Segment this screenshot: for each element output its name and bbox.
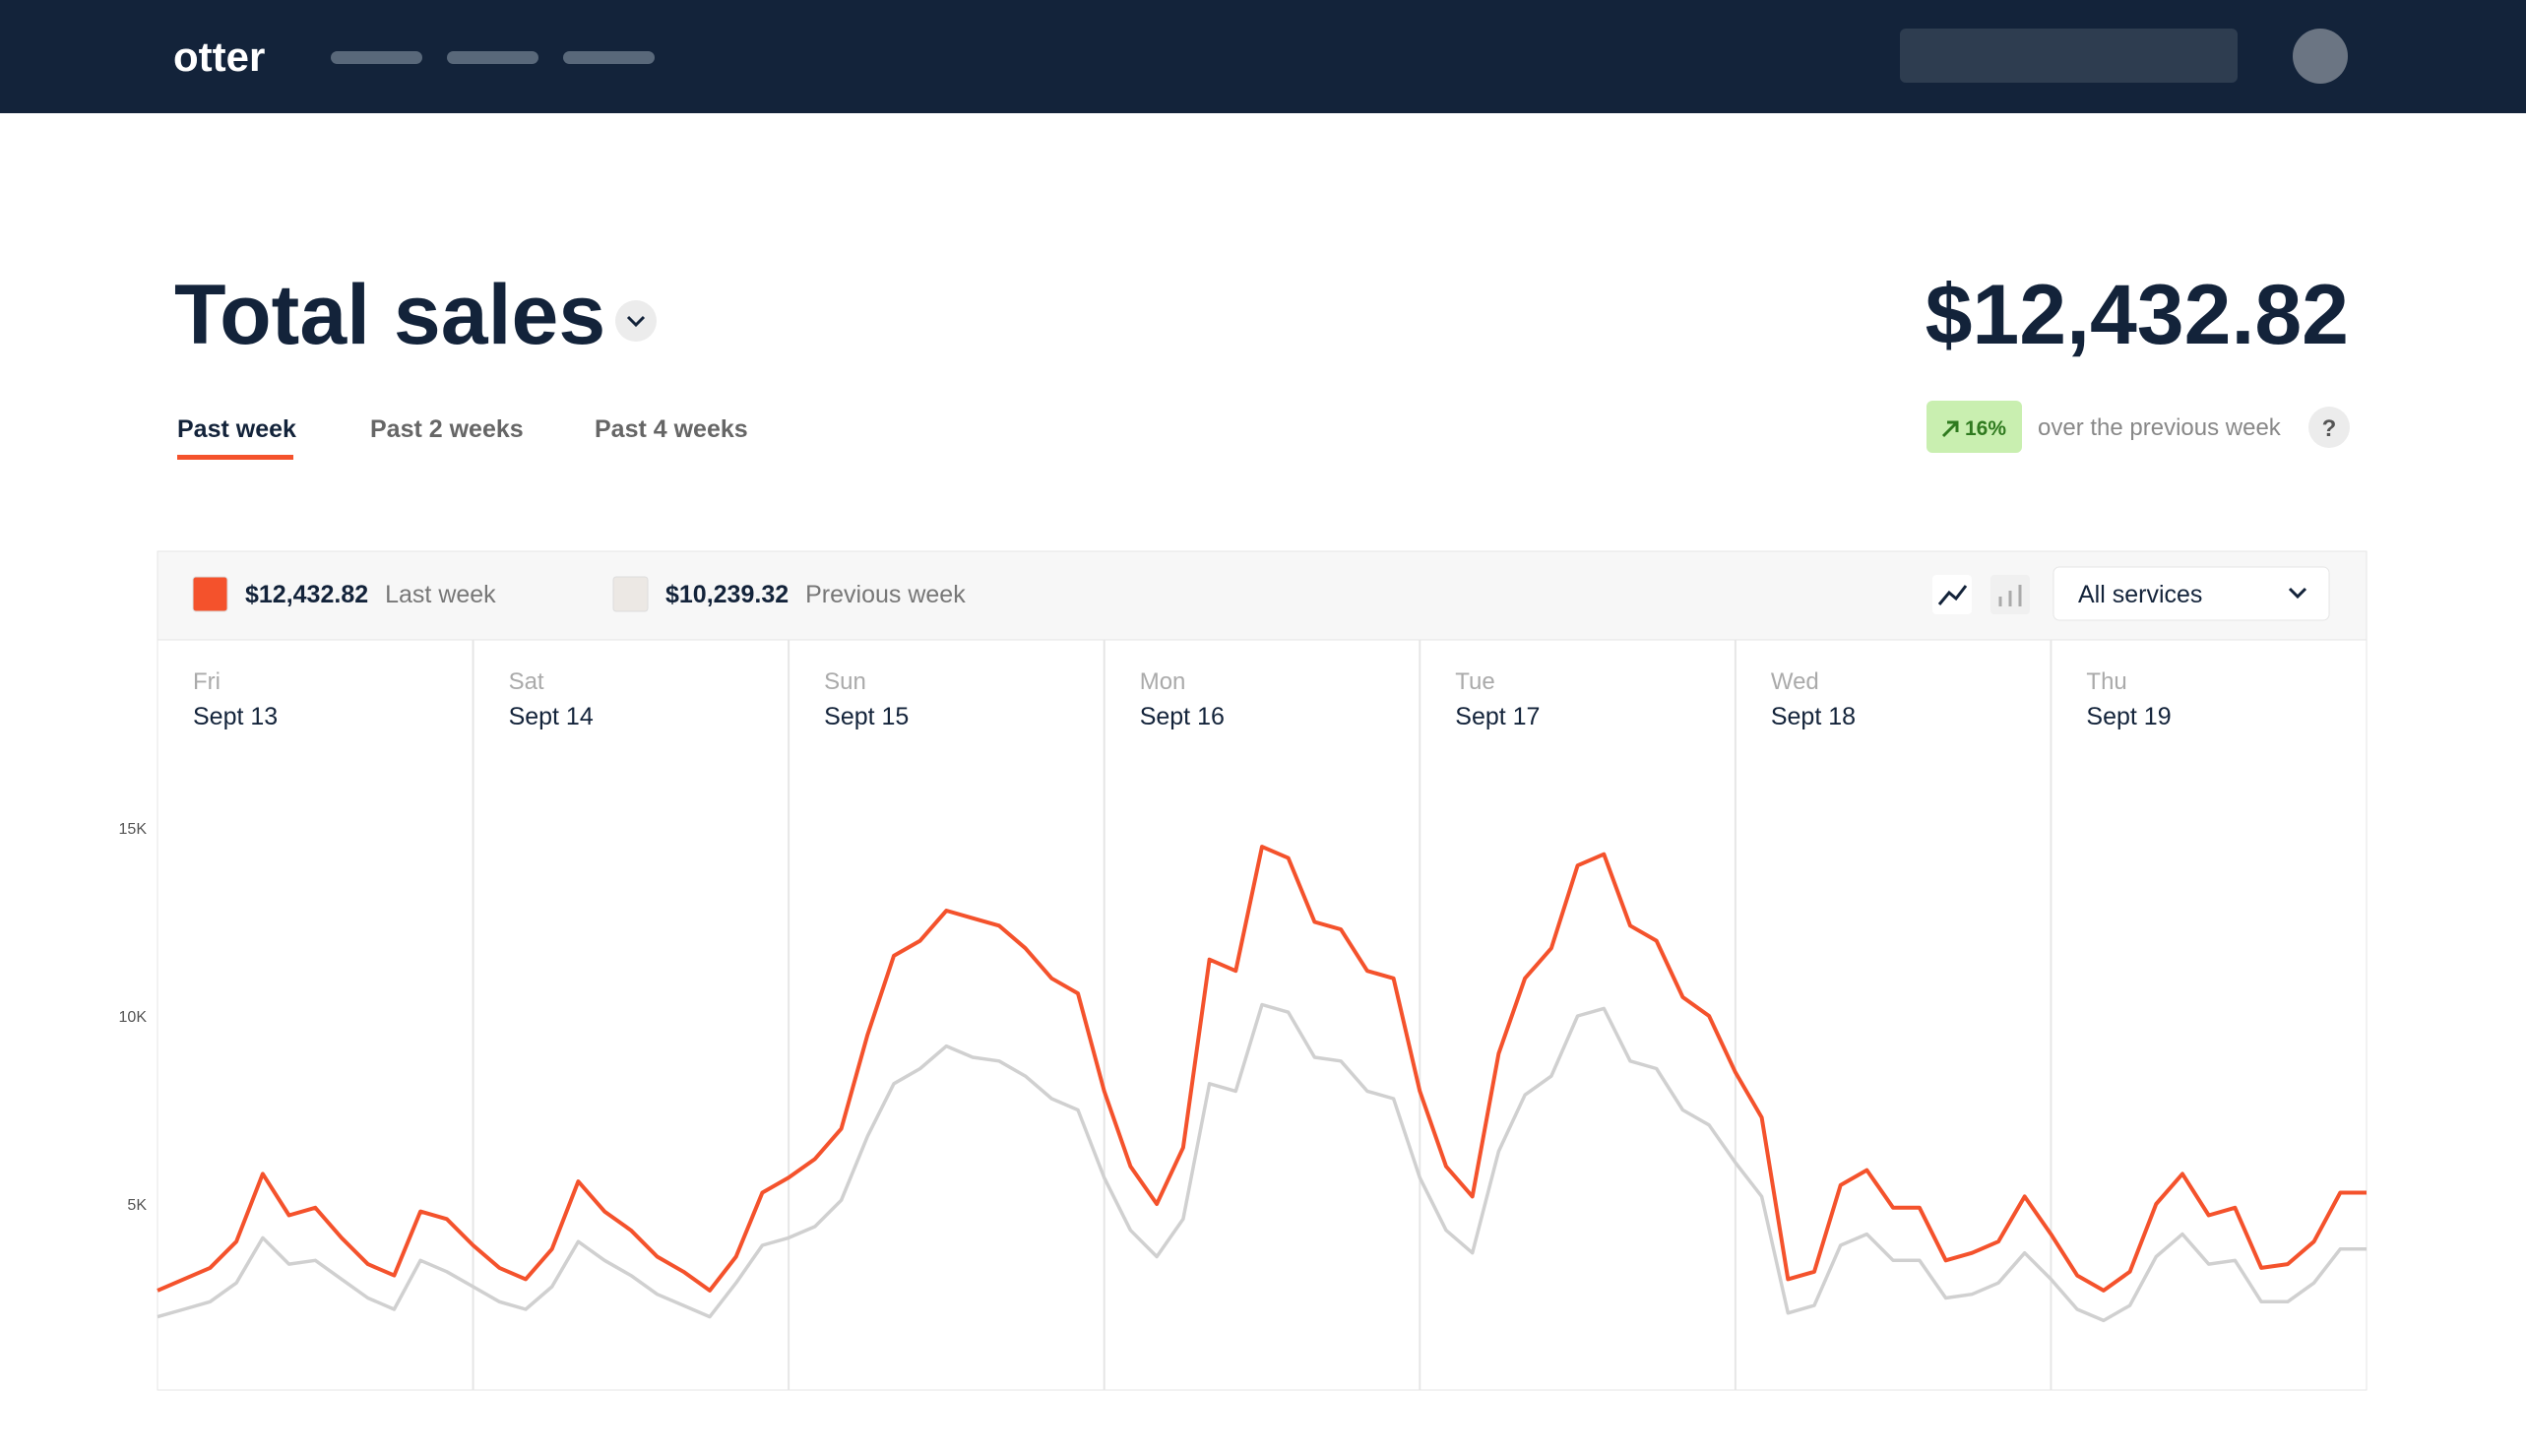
legend-label: Last week <box>385 581 496 608</box>
line-icon <box>1937 585 1968 605</box>
chevron <box>2288 587 2307 600</box>
tabs: Past week Past 2 weeks Past 4 weeks <box>177 415 748 443</box>
tab[interactable]: Past 4 weeks <box>595 415 748 443</box>
chart: Fri Sept 13 Sat Sept 14 Sun Sept 15 Mon Sept 16… <box>119 640 2367 1390</box>
legend-total: $10,239.32 <box>665 581 789 608</box>
title: Total sales <box>174 268 605 362</box>
change-badge <box>1926 401 2022 453</box>
day-date: Sept 15 <box>824 703 909 730</box>
legend-swatch <box>192 576 228 612</box>
day-weekday: Wed <box>1771 668 1819 695</box>
title-dropdown[interactable] <box>615 300 657 342</box>
arrow-icon <box>1941 420 1959 438</box>
change-text: over the previous week <box>2038 414 2282 441</box>
legend-swatch <box>612 576 649 612</box>
search-box[interactable] <box>1900 29 2238 83</box>
nav-item[interactable] <box>331 51 422 64</box>
tab[interactable]: Past 2 weeks <box>370 415 524 443</box>
help-text: ? <box>2322 415 2337 442</box>
day-date: Sept 16 <box>1140 703 1225 730</box>
day-weekday: Sat <box>509 668 544 695</box>
legend-total: $12,432.82 <box>245 581 368 608</box>
filter-text: All services <box>2078 581 2202 608</box>
plot-area <box>157 639 2368 1391</box>
tab[interactable]: Past week <box>177 415 296 443</box>
legend-label: Previous week <box>805 581 966 608</box>
day-date: Sept 13 <box>193 703 278 730</box>
day-date: Sept 19 <box>2086 703 2171 730</box>
nav-item[interactable] <box>563 51 655 64</box>
logo[interactable]: otter <box>173 33 265 80</box>
total: $12,432.82 <box>1926 268 2349 362</box>
day-weekday: Fri <box>193 668 221 695</box>
nav-item[interactable] <box>447 51 538 64</box>
y-tick-label: 5K <box>127 1197 147 1214</box>
y-tick-label: 15K <box>119 821 148 838</box>
day-weekday: Thu <box>2086 668 2126 695</box>
avatar[interactable] <box>2293 29 2348 84</box>
day-weekday: Sun <box>824 668 866 695</box>
filter-dropdown[interactable] <box>2052 566 2330 621</box>
day-date: Sept 14 <box>509 703 594 730</box>
day-weekday: Mon <box>1140 668 1186 695</box>
chevron <box>626 315 646 328</box>
help-button[interactable] <box>2308 407 2350 448</box>
series-line <box>157 845 2367 1293</box>
legend: $12,432.82 Last week $10,239.32 Previous we… <box>192 576 966 612</box>
y-tick-label: 10K <box>119 1009 148 1026</box>
bar-icon <box>1998 585 2022 606</box>
series-line <box>157 1002 2367 1323</box>
tab-underline <box>177 455 293 460</box>
change-value: 16% <box>1965 417 2006 440</box>
day-date: Sept 18 <box>1771 703 1856 730</box>
day-date: Sept 17 <box>1455 703 1540 730</box>
day-weekday: Tue <box>1455 668 1494 695</box>
